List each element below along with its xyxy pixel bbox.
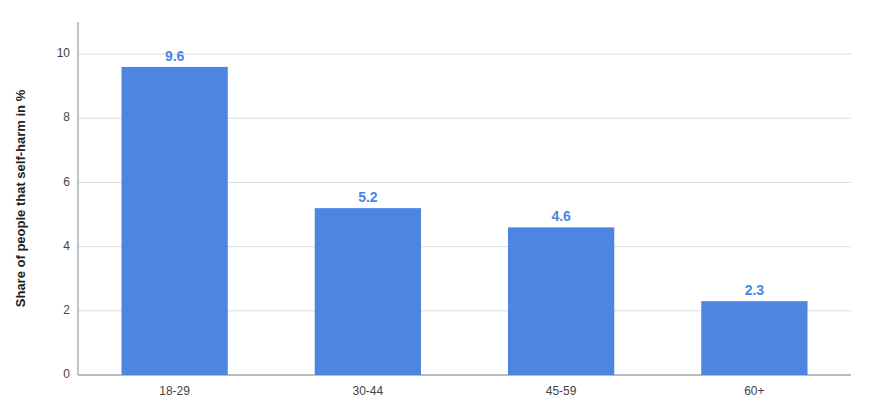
chart: 0 2 4 6 8 10 9.6 5.2 4.6 2.3 18-29 30-44 45-59 60+ Sha… <box>0 0 875 419</box>
page: {"chart_data": {"type": "bar", "ylabel":… <box>0 0 875 419</box>
bar <box>508 227 614 375</box>
y-tick-label: 8 <box>63 110 70 124</box>
y-tick-label: 4 <box>63 239 70 253</box>
y-axis-label: Share of people that self-harm in % <box>13 89 28 307</box>
y-tick-label: 10 <box>57 46 71 60</box>
x-tick-label: 45-59 <box>546 384 577 398</box>
bar <box>121 67 227 375</box>
data-label: 4.6 <box>551 208 571 224</box>
bar <box>315 208 421 375</box>
y-tick-label: 6 <box>63 175 70 189</box>
y-tick-labels: 0 2 4 6 8 10 <box>57 46 71 381</box>
grid <box>78 54 851 375</box>
bars <box>121 67 807 375</box>
x-tick-label: 18-29 <box>159 384 190 398</box>
data-label: 9.6 <box>165 48 185 64</box>
y-axis-line <box>78 22 79 375</box>
data-label: 5.2 <box>358 189 378 205</box>
x-tick-label: 30-44 <box>353 384 384 398</box>
y-tick-label: 0 <box>63 367 70 381</box>
grid-line <box>78 54 851 55</box>
data-labels: 9.6 5.2 4.6 2.3 <box>165 48 764 298</box>
data-label: 2.3 <box>745 282 765 298</box>
bar <box>701 301 807 375</box>
x-tick-labels: 18-29 30-44 45-59 60+ <box>159 384 764 398</box>
y-tick-label: 2 <box>63 303 70 317</box>
x-tick-label: 60+ <box>744 384 764 398</box>
